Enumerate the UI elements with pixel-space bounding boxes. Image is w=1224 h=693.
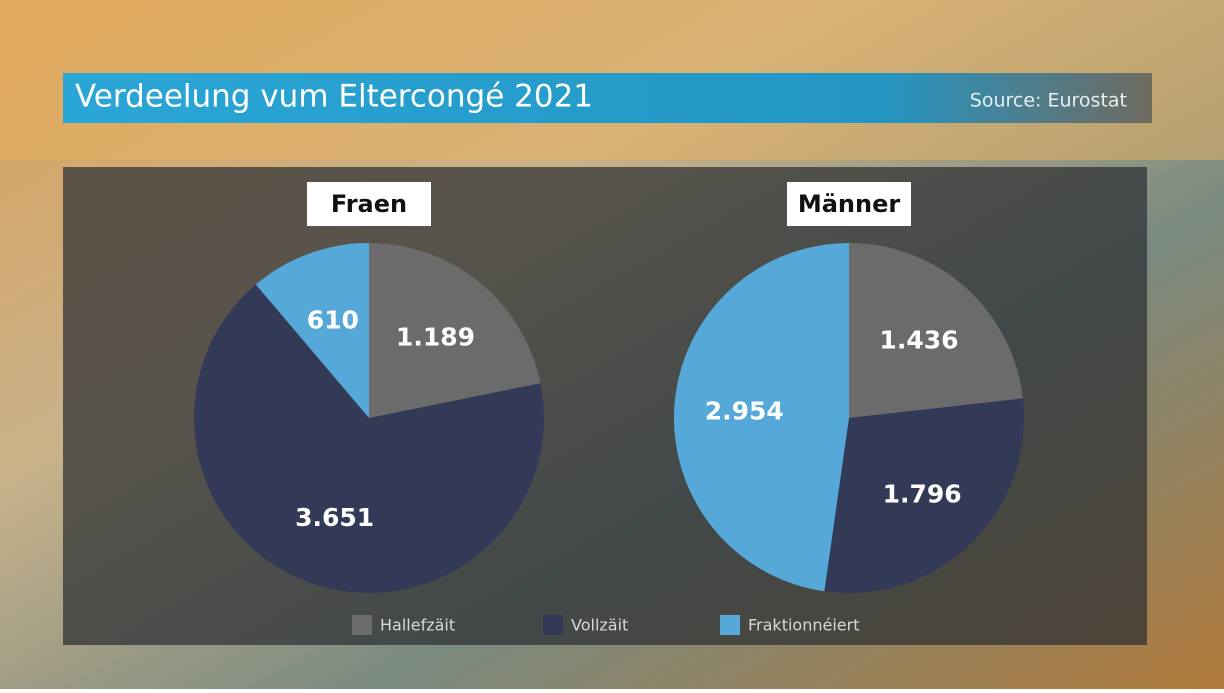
- source: Source: Eurostat: [970, 90, 1127, 112]
- pie-slice: [255, 243, 369, 418]
- data-label: 1.189: [396, 323, 475, 352]
- pie-slice: [673, 243, 849, 592]
- pie-slice: [849, 243, 1023, 418]
- legend-label: Hallefzäit: [380, 616, 455, 635]
- data-label: 610: [307, 305, 359, 334]
- pie-slice: [369, 243, 541, 418]
- title-bar: [63, 73, 1152, 123]
- data-label: 1.436: [879, 326, 958, 355]
- pie-title-box: [787, 182, 911, 226]
- legend-swatch: [720, 615, 740, 635]
- data-label: 3.651: [295, 503, 374, 532]
- pie-title-box: [307, 182, 431, 226]
- chart-title: Verdeelung vum Eltercongé 2021: [75, 79, 593, 115]
- pie-title: Männer: [798, 190, 901, 218]
- pie-slice: [824, 398, 1024, 593]
- legend-label: Vollzäit: [571, 616, 628, 635]
- data-label: 1.796: [883, 479, 962, 508]
- data-label: 2.954: [705, 397, 784, 426]
- legend-label: Fraktionnéiert: [748, 616, 859, 635]
- legend-swatch: [543, 615, 563, 635]
- legend-swatch: [352, 615, 372, 635]
- pie-slice: [193, 284, 544, 593]
- pie-title: Fraen: [331, 190, 407, 218]
